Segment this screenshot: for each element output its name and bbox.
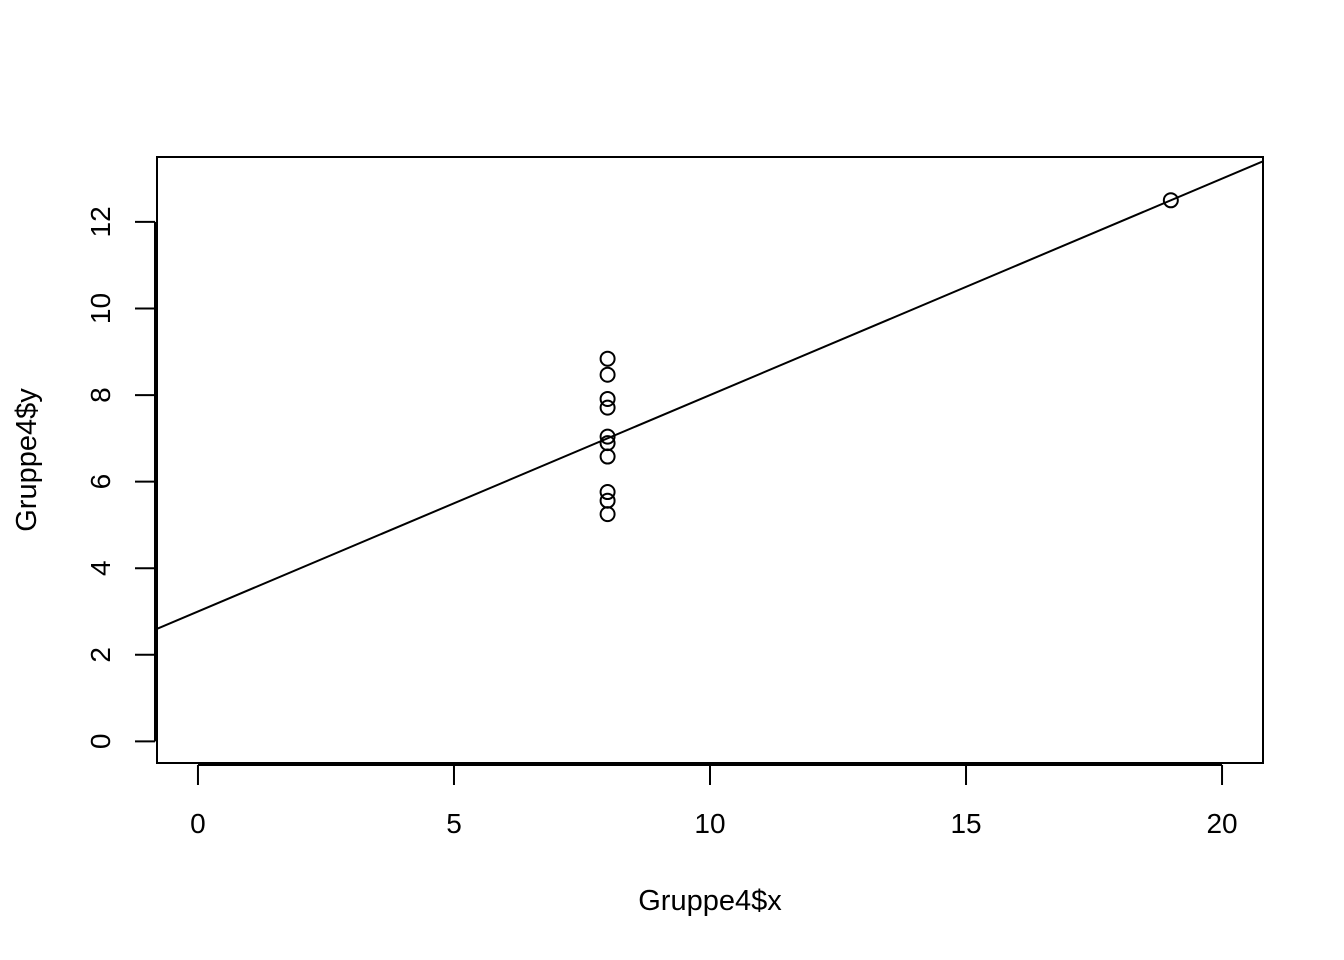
plot-content <box>157 160 1263 630</box>
x-tick-label: 20 <box>1206 808 1237 839</box>
y-axis: 0 2 4 6 8 10 12 <box>85 206 156 750</box>
data-point <box>599 390 616 407</box>
x-axis: 0 5 10 15 20 <box>190 764 1238 839</box>
x-tick-label: 5 <box>446 808 462 839</box>
data-point <box>599 448 616 465</box>
data-point <box>599 484 616 501</box>
data-point <box>599 428 616 445</box>
y-tick-label: 8 <box>85 387 116 403</box>
data-point <box>599 506 616 523</box>
y-axis-label: Gruppe4$y <box>11 388 43 532</box>
data-point <box>599 492 616 509</box>
plot-area-frame <box>156 156 1264 764</box>
data-point <box>599 399 616 416</box>
x-axis-label: Gruppe4$x <box>638 885 782 917</box>
y-tick-label: 12 <box>85 206 116 237</box>
data-point <box>1162 192 1179 209</box>
data-point <box>599 350 616 367</box>
data-point <box>599 366 616 383</box>
y-tick-label: 4 <box>85 560 116 576</box>
x-tick-label: 10 <box>694 808 725 839</box>
y-tick-label: 10 <box>85 293 116 324</box>
y-tick-label: 6 <box>85 474 116 490</box>
y-tick-label: 2 <box>85 647 116 663</box>
y-tick-label: 0 <box>85 734 116 750</box>
x-tick-label: 15 <box>950 808 981 839</box>
regression-line <box>157 160 1263 630</box>
x-tick-label: 0 <box>190 808 206 839</box>
